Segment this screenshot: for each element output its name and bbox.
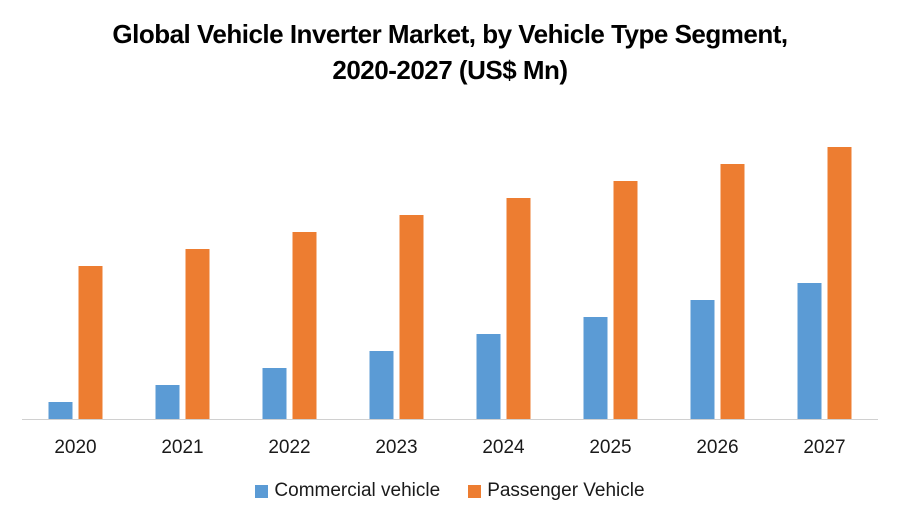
legend-swatch-commercial bbox=[255, 484, 269, 498]
bar-commercial-2025 bbox=[583, 317, 608, 419]
bar-passenger-2024 bbox=[506, 198, 531, 419]
legend-item-passenger: Passenger Vehicle bbox=[468, 480, 645, 502]
x-tick-label-2021: 2021 bbox=[161, 437, 203, 458]
bar-passenger-2025 bbox=[613, 181, 638, 419]
x-tick-label-2020: 2020 bbox=[54, 437, 96, 458]
x-tick-labels: 2020 2021 2022 2023 2024 2025 2026 2027 bbox=[54, 437, 845, 458]
bar-commercial-2024 bbox=[476, 334, 501, 419]
bar-commercial-2021 bbox=[155, 385, 180, 419]
bar-passenger-2020 bbox=[78, 266, 103, 419]
bar-commercial-2023 bbox=[369, 351, 394, 419]
bar-passenger-2021 bbox=[185, 249, 210, 419]
x-tick-label-2026: 2026 bbox=[696, 437, 738, 458]
x-tick-label-2025: 2025 bbox=[589, 437, 631, 458]
bar-passenger-2023 bbox=[399, 215, 424, 419]
bar-commercial-2027 bbox=[797, 283, 822, 419]
legend-item-commercial: Commercial vehicle bbox=[255, 480, 440, 502]
bar-passenger-2027 bbox=[827, 147, 852, 419]
bar-commercial-2022 bbox=[262, 368, 287, 419]
bar-passenger-2026 bbox=[720, 164, 745, 419]
bar-passenger-2022 bbox=[292, 232, 317, 419]
legend-label-passenger: Passenger Vehicle bbox=[487, 480, 645, 501]
bar-commercial-2020 bbox=[48, 402, 73, 419]
legend-swatch-passenger bbox=[468, 484, 482, 498]
chart-title-line-1: Global Vehicle Inverter Market, by Vehic… bbox=[112, 19, 788, 49]
bar-commercial-2026 bbox=[690, 300, 715, 419]
legend-label-commercial: Commercial vehicle bbox=[274, 480, 441, 501]
chart-title: Global Vehicle Inverter Market, by Vehic… bbox=[0, 16, 900, 88]
bars-group bbox=[48, 147, 852, 419]
x-tick-label-2024: 2024 bbox=[482, 437, 525, 458]
legend: Commercial vehicle Passenger Vehicle bbox=[0, 480, 900, 502]
x-tick-label-2023: 2023 bbox=[375, 437, 417, 458]
x-tick-label-2027: 2027 bbox=[803, 437, 845, 458]
chart-title-line-2: 2020-2027 (US$ Mn) bbox=[332, 55, 568, 85]
x-tick-label-2022: 2022 bbox=[268, 437, 310, 458]
